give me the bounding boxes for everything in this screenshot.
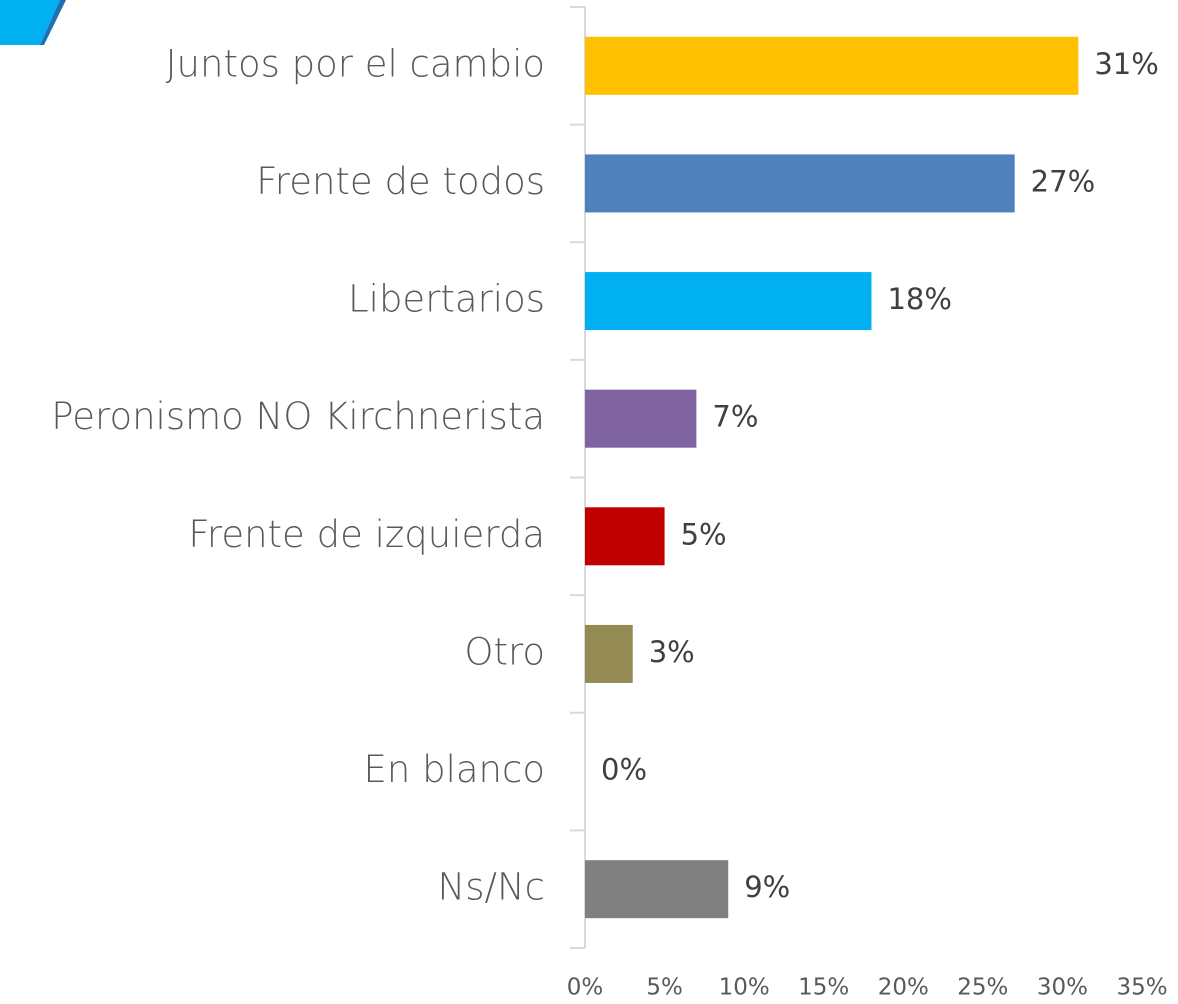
x-tick-label: 5% [646,975,683,1001]
bar [585,624,633,683]
x-tick-label: 30% [1037,975,1088,1001]
x-tick-label: 20% [878,975,929,1001]
bar [585,154,1015,213]
y-tick-label: Peronismo NO Kirchnerista [51,395,545,438]
bar [585,507,665,566]
y-tick-label: Otro [464,630,545,673]
corner-decoration-edge [40,0,66,45]
x-tick-label: 15% [798,975,849,1001]
y-tick-label: Juntos por el cambio [166,42,545,85]
x-tick-label: 0% [567,975,604,1001]
value-label: 18% [887,282,951,316]
value-label: 27% [1031,164,1095,198]
y-tick-label: Frente de izquierda [188,513,545,556]
value-label: 0% [601,753,647,787]
x-tick-label: 10% [719,975,770,1001]
bar [585,272,872,331]
x-tick-label: 25% [957,975,1008,1001]
value-label: 7% [712,400,758,434]
y-tick-label: Frente de todos [256,160,545,203]
value-label: 3% [649,635,695,669]
bar [585,36,1079,95]
value-label: 31% [1094,47,1158,81]
value-label: 9% [744,870,790,904]
y-tick-label: Libertarios [348,278,545,321]
x-tick-label: 35% [1116,975,1167,1001]
value-label: 5% [681,517,727,551]
bar [585,860,729,919]
y-tick-label: Ns/Nc [438,866,545,909]
y-tick-label: En blanco [364,748,545,791]
bar [585,389,697,448]
